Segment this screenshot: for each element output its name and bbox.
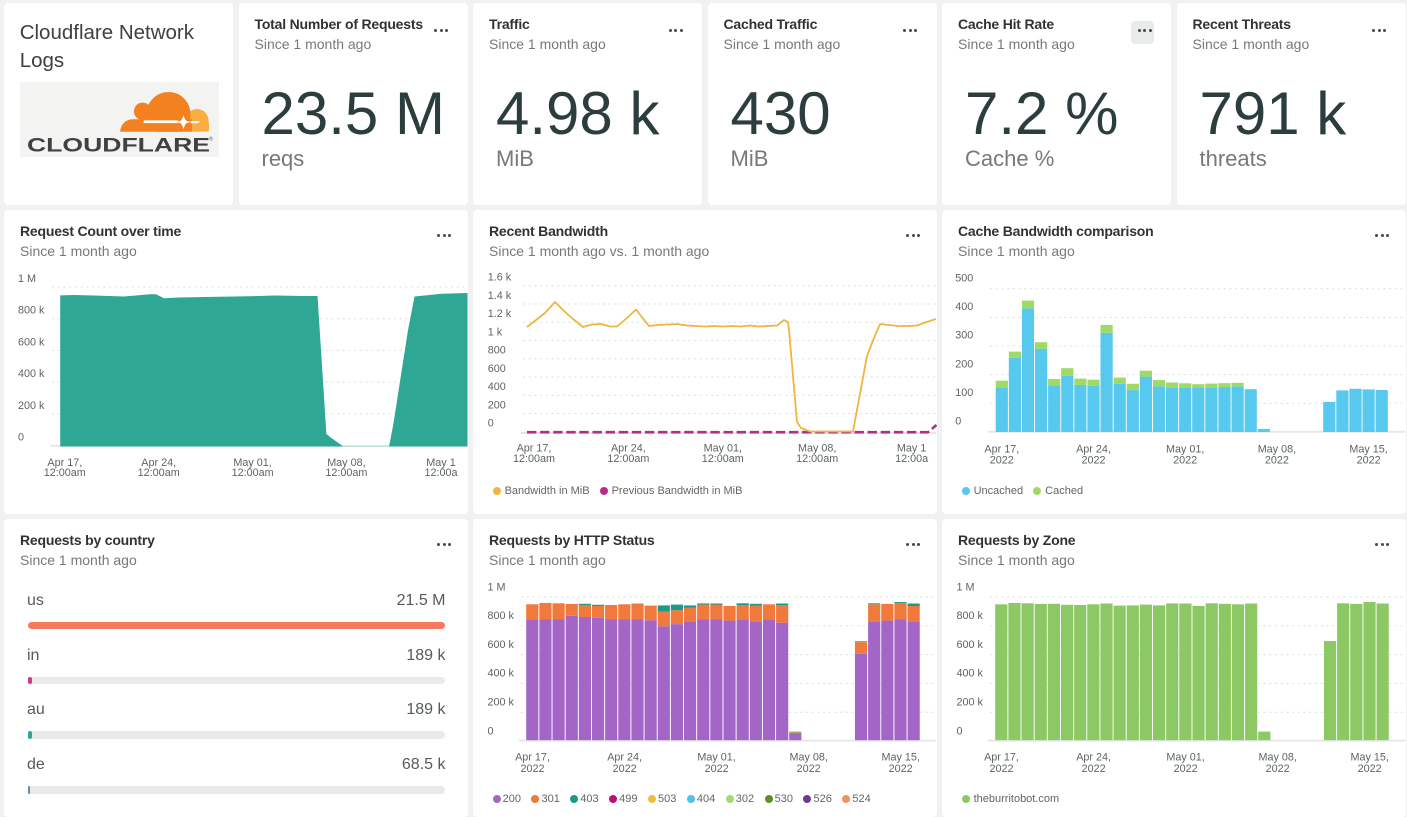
svg-text:2022: 2022 bbox=[1081, 454, 1105, 466]
svg-text:200: 200 bbox=[488, 399, 506, 411]
svg-text:Apr 17,: Apr 17, bbox=[47, 457, 82, 469]
svg-text:800: 800 bbox=[488, 345, 506, 357]
svg-text:CLOUDFLARE: CLOUDFLARE bbox=[27, 135, 210, 157]
svg-text:2022: 2022 bbox=[1173, 454, 1197, 466]
svg-text:Apr 24,: Apr 24, bbox=[1076, 752, 1111, 764]
svg-text:May 08,: May 08, bbox=[327, 457, 365, 469]
svg-text:2022: 2022 bbox=[520, 763, 544, 775]
svg-text:1 k: 1 k bbox=[488, 326, 503, 338]
svg-text:12:00am: 12:00am bbox=[513, 453, 555, 465]
svg-text:2022: 2022 bbox=[1266, 763, 1290, 775]
svg-text:1 M: 1 M bbox=[18, 273, 36, 285]
svg-text:12:00am: 12:00am bbox=[796, 453, 838, 465]
svg-text:800 k: 800 k bbox=[18, 305, 45, 317]
svg-text:May 15,: May 15, bbox=[1350, 752, 1388, 764]
svg-text:2022: 2022 bbox=[990, 454, 1014, 466]
svg-text:2022: 2022 bbox=[889, 763, 913, 775]
svg-text:2022: 2022 bbox=[989, 763, 1013, 775]
svg-text:1.6 k: 1.6 k bbox=[488, 272, 512, 284]
svg-text:300: 300 bbox=[955, 330, 973, 342]
svg-text:200 k: 200 k bbox=[488, 697, 515, 709]
svg-text:Apr 17,: Apr 17, bbox=[517, 443, 552, 455]
svg-text:12:00am: 12:00am bbox=[138, 467, 180, 479]
svg-text:0: 0 bbox=[18, 432, 24, 444]
svg-text:May 01,: May 01, bbox=[697, 752, 735, 764]
svg-text:200 k: 200 k bbox=[957, 697, 984, 709]
svg-text:May 01,: May 01, bbox=[704, 443, 742, 455]
svg-text:May 01,: May 01, bbox=[1166, 443, 1204, 455]
svg-text:®: ® bbox=[209, 136, 213, 143]
svg-text:May 08,: May 08, bbox=[1258, 752, 1296, 764]
svg-text:Apr 24,: Apr 24, bbox=[611, 443, 646, 455]
svg-text:1.4 k: 1.4 k bbox=[488, 290, 512, 302]
svg-text:0: 0 bbox=[488, 725, 494, 737]
svg-text:2022: 2022 bbox=[1357, 454, 1381, 466]
svg-text:Apr 17,: Apr 17, bbox=[984, 443, 1019, 455]
svg-text:800 k: 800 k bbox=[957, 610, 984, 622]
svg-text:400 k: 400 k bbox=[18, 368, 45, 380]
svg-text:2022: 2022 bbox=[1265, 454, 1289, 466]
svg-text:Apr 24,: Apr 24, bbox=[141, 457, 176, 469]
svg-text:Apr 17,: Apr 17, bbox=[515, 752, 550, 764]
svg-text:12:00am: 12:00am bbox=[607, 453, 649, 465]
svg-text:200 k: 200 k bbox=[18, 400, 45, 412]
svg-text:12:00am: 12:00am bbox=[325, 467, 367, 479]
svg-text:12:00a: 12:00a bbox=[895, 453, 928, 465]
svg-text:0: 0 bbox=[957, 725, 963, 737]
svg-text:100: 100 bbox=[955, 387, 973, 399]
svg-text:0: 0 bbox=[955, 416, 961, 428]
svg-text:2022: 2022 bbox=[1358, 763, 1382, 775]
svg-text:12:00am: 12:00am bbox=[232, 467, 274, 479]
svg-text:May 08,: May 08, bbox=[789, 752, 827, 764]
svg-text:200: 200 bbox=[955, 358, 973, 370]
svg-text:2022: 2022 bbox=[705, 763, 729, 775]
svg-text:May 15,: May 15, bbox=[881, 752, 919, 764]
svg-text:600 k: 600 k bbox=[18, 336, 45, 348]
svg-text:Apr 24,: Apr 24, bbox=[607, 752, 642, 764]
svg-text:May 1: May 1 bbox=[426, 457, 455, 469]
svg-text:May 01,: May 01, bbox=[233, 457, 271, 469]
svg-text:1.2 k: 1.2 k bbox=[488, 308, 512, 320]
svg-text:500: 500 bbox=[955, 273, 973, 285]
svg-text:1 M: 1 M bbox=[488, 581, 506, 593]
svg-text:May 08,: May 08, bbox=[1258, 443, 1296, 455]
svg-text:12:00am: 12:00am bbox=[702, 453, 744, 465]
svg-text:May 01,: May 01, bbox=[1166, 752, 1204, 764]
svg-text:0: 0 bbox=[488, 418, 494, 430]
svg-text:2022: 2022 bbox=[1174, 763, 1198, 775]
svg-text:May 08,: May 08, bbox=[798, 443, 836, 455]
svg-text:600 k: 600 k bbox=[488, 639, 515, 651]
svg-text:400 k: 400 k bbox=[488, 668, 515, 680]
svg-text:2022: 2022 bbox=[613, 763, 637, 775]
svg-text:12:00am: 12:00am bbox=[44, 467, 86, 479]
svg-text:Apr 24,: Apr 24, bbox=[1076, 443, 1111, 455]
svg-text:May 1: May 1 bbox=[897, 443, 926, 455]
svg-text:400: 400 bbox=[955, 301, 973, 313]
svg-text:May 15,: May 15, bbox=[1349, 443, 1387, 455]
svg-text:600: 600 bbox=[488, 363, 506, 375]
svg-text:2022: 2022 bbox=[797, 763, 821, 775]
svg-text:400 k: 400 k bbox=[957, 668, 984, 680]
svg-text:2022: 2022 bbox=[1082, 763, 1106, 775]
svg-text:Apr 17,: Apr 17, bbox=[984, 752, 1019, 764]
svg-text:800 k: 800 k bbox=[488, 610, 515, 622]
svg-text:12:00a: 12:00a bbox=[424, 467, 457, 479]
svg-text:600 k: 600 k bbox=[957, 639, 984, 651]
svg-text:400: 400 bbox=[488, 381, 506, 393]
svg-text:1 M: 1 M bbox=[957, 581, 975, 593]
